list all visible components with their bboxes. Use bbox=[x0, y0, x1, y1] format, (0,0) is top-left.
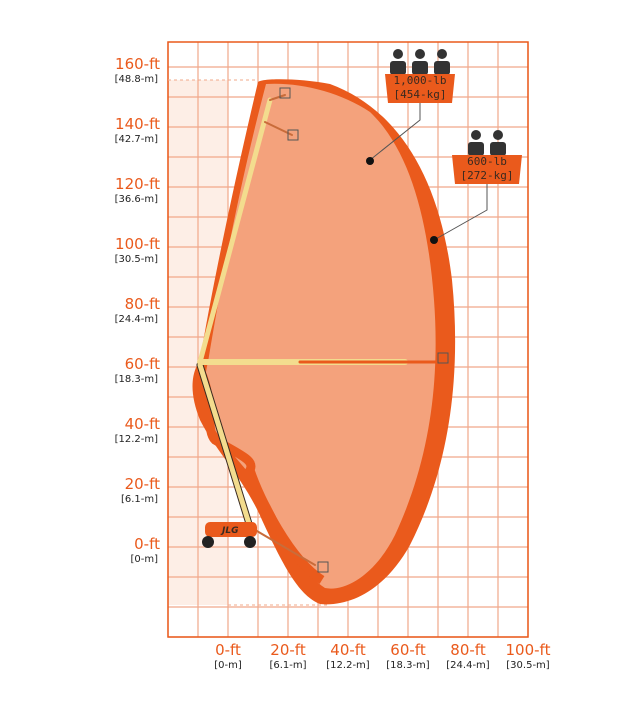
x-tick-m: [6.1-m] bbox=[269, 660, 306, 671]
x-tick-m: [18.3-m] bbox=[386, 660, 430, 671]
x-tick-ft: 100-ft bbox=[506, 641, 551, 659]
x-tick-m: [0-m] bbox=[214, 660, 242, 671]
wheel-front bbox=[202, 536, 214, 548]
x-tick-ft: 80-ft bbox=[450, 641, 486, 659]
x-tick-ft: 60-ft bbox=[390, 641, 426, 659]
y-tick-ft: 80-ft bbox=[125, 295, 161, 313]
worker-icon bbox=[437, 49, 447, 59]
worker-body bbox=[412, 61, 428, 75]
x-axis-labels: 0-ft[0-m]20-ft[6.1-m]40-ft[12.2-m]60-ft[… bbox=[214, 641, 550, 671]
worker-body bbox=[390, 61, 406, 75]
capacity-lb: 1,000-lb bbox=[394, 74, 447, 87]
y-tick-ft: 140-ft bbox=[115, 115, 160, 133]
platform-capacity-1000lb: 1,000-lb [454-kg] bbox=[385, 49, 455, 103]
y-tick-m: [24.4-m] bbox=[115, 314, 159, 325]
wheel-rear bbox=[244, 536, 256, 548]
worker-icon bbox=[415, 49, 425, 59]
y-tick-ft: 20-ft bbox=[125, 475, 161, 493]
capacity-kg: [454-kg] bbox=[394, 88, 447, 101]
y-tick-m: [48.8-m] bbox=[115, 74, 159, 85]
y-tick-ft: 120-ft bbox=[115, 175, 160, 193]
x-tick-ft: 0-ft bbox=[215, 641, 241, 659]
worker-body bbox=[434, 61, 450, 75]
jlg-logo: JLG bbox=[220, 526, 238, 536]
y-tick-ft: 40-ft bbox=[125, 415, 161, 433]
platform-capacity-600lb: 600-lb [272-kg] bbox=[452, 130, 522, 184]
boom-lift: JLG bbox=[196, 87, 449, 573]
marker-600lb bbox=[430, 236, 438, 244]
y-tick-ft: 160-ft bbox=[115, 55, 160, 73]
x-tick-m: [30.5-m] bbox=[506, 660, 550, 671]
worker-body bbox=[468, 142, 484, 156]
worker-icon bbox=[493, 130, 503, 140]
x-tick-ft: 20-ft bbox=[270, 641, 306, 659]
worker-icon bbox=[393, 49, 403, 59]
y-tick-m: [30.5-m] bbox=[115, 254, 159, 265]
capacity-lb: 600-lb bbox=[467, 155, 507, 168]
worker-icon bbox=[471, 130, 481, 140]
grid-frame bbox=[167, 41, 529, 638]
y-tick-m: [0-m] bbox=[130, 554, 158, 565]
y-tick-m: [18.3-m] bbox=[115, 374, 159, 385]
inner-envelope bbox=[204, 83, 436, 589]
lower-loop bbox=[195, 367, 325, 584]
y-tick-ft: 60-ft bbox=[125, 355, 161, 373]
y-tick-m: [6.1-m] bbox=[121, 494, 158, 505]
x-tick-m: [24.4-m] bbox=[446, 660, 490, 671]
y-tick-ft: 0-ft bbox=[134, 535, 160, 553]
y-tick-ft: 100-ft bbox=[115, 235, 160, 253]
y-tick-m: [36.6-m] bbox=[115, 194, 159, 205]
y-tick-m: [42.7-m] bbox=[115, 134, 159, 145]
worker-body bbox=[490, 142, 506, 156]
y-axis-labels: 160-ft[48.8-m] 140-ft[42.7-m] 120-ft[36.6-… bbox=[115, 55, 161, 565]
capacity-kg: [272-kg] bbox=[461, 169, 514, 182]
x-tick-ft: 40-ft bbox=[330, 641, 366, 659]
y-tick-m: [12.2-m] bbox=[115, 434, 159, 445]
chassis bbox=[205, 522, 257, 537]
x-tick-m: [12.2-m] bbox=[326, 660, 370, 671]
leader-lines bbox=[369, 103, 488, 241]
marker-1000lb bbox=[366, 157, 374, 165]
